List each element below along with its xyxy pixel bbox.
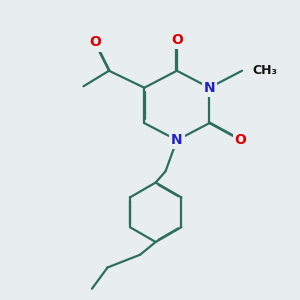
Text: CH₃: CH₃ [252, 64, 277, 77]
Text: O: O [235, 133, 247, 147]
Text: O: O [89, 35, 101, 50]
Text: N: N [204, 81, 215, 95]
Text: N: N [171, 133, 183, 147]
Text: O: O [171, 33, 183, 46]
